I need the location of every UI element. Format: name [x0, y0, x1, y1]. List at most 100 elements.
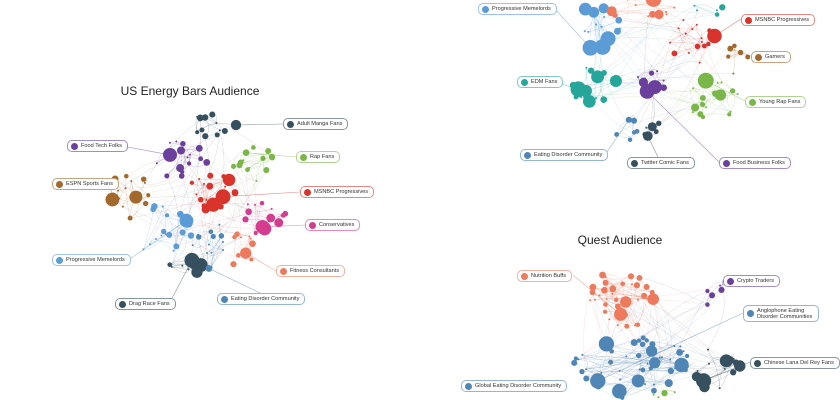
cluster-label-fitness-consultants[interactable]: Fitness Consultants — [276, 265, 346, 277]
node — [248, 235, 251, 238]
cluster-label-food-business-folks[interactable]: Food Business Folks — [719, 157, 791, 169]
cluster-label-gamers[interactable]: Gamers — [751, 51, 791, 63]
node — [685, 353, 690, 358]
edge — [605, 283, 632, 305]
node — [732, 72, 735, 75]
cluster-label-text: Progressive Memelords — [66, 257, 125, 263]
node — [191, 244, 194, 247]
node — [609, 349, 615, 354]
cluster-label-espn-sports-fans[interactable]: ESPN Sports Fans — [52, 178, 119, 190]
node — [143, 181, 146, 184]
node — [218, 223, 221, 226]
cluster-color-dot — [747, 310, 754, 317]
node — [622, 312, 629, 318]
cluster-label-global-eating-disorder-community[interactable]: Global Eating Disorder Community — [461, 380, 568, 392]
node — [253, 230, 258, 236]
node — [577, 358, 580, 361]
cluster-label-msnbc-progressives[interactable]: MSNBC Progressives — [741, 14, 816, 26]
cluster-label-conservatives[interactable]: Conservatives — [305, 219, 361, 231]
edge — [256, 157, 273, 182]
node — [245, 208, 252, 216]
node — [614, 297, 619, 303]
cluster-label-drag-race-fans[interactable]: Drag Race Fans — [115, 298, 176, 310]
cluster-label-msnbc-progressives[interactable]: MSNBC Progressives — [300, 186, 375, 198]
cluster-label-chinese-lana-del-rey-fans[interactable]: Chinese Lana Del Rey Fans — [750, 357, 840, 369]
cluster-label-eating-disorder-community[interactable]: Eating Disorder Community — [217, 293, 306, 305]
edge — [603, 14, 660, 74]
node — [650, 297, 653, 300]
node — [601, 69, 607, 76]
edge — [191, 182, 206, 205]
node — [198, 156, 204, 162]
node — [673, 345, 676, 348]
cluster-label-text: MSNBC Progressives — [755, 17, 810, 23]
edge — [652, 289, 722, 345]
edge — [669, 41, 703, 52]
node — [691, 28, 694, 31]
edge — [593, 13, 635, 133]
cluster-label-text: Twitter Comic Fans — [641, 160, 689, 166]
node — [627, 137, 633, 142]
node — [270, 154, 273, 157]
edge — [143, 171, 183, 186]
node — [598, 3, 609, 14]
edge — [254, 204, 257, 234]
cluster-label-young-rap-fans[interactable]: Young Rap Fans — [745, 96, 807, 108]
node — [202, 133, 209, 140]
node — [633, 282, 641, 289]
node — [682, 18, 685, 21]
node — [646, 297, 649, 300]
node — [723, 367, 726, 370]
node — [255, 220, 270, 234]
node — [640, 367, 646, 373]
edge — [611, 7, 675, 12]
cluster-label-nutrition-buffs[interactable]: Nutrition Buffs — [517, 270, 573, 282]
edges — [113, 0, 748, 398]
edge — [595, 24, 658, 72]
node — [254, 203, 257, 206]
edge — [592, 287, 611, 363]
edge — [122, 206, 252, 260]
edge — [593, 13, 709, 45]
node — [671, 50, 678, 57]
edge — [653, 389, 675, 395]
edge — [663, 33, 686, 81]
node — [199, 127, 205, 133]
node — [242, 149, 250, 156]
cluster-label-rap-fans[interactable]: Rap Fans — [296, 151, 341, 163]
edge — [594, 299, 684, 352]
node — [667, 367, 675, 375]
graph-title-quest: Quest Audience — [577, 233, 663, 247]
node — [732, 43, 737, 49]
cluster-label-edm-fans[interactable]: EDM Fans — [517, 76, 564, 88]
node — [249, 237, 252, 240]
cluster-label-eating-disorder-community[interactable]: Eating Disorder Community — [520, 149, 609, 161]
edge — [653, 304, 708, 391]
node — [696, 373, 712, 389]
edge — [205, 135, 249, 212]
node — [609, 75, 622, 88]
cluster-color-dot — [749, 98, 756, 106]
node — [626, 0, 629, 1]
cluster-label-progressive-memelords[interactable]: Progressive Memelords — [478, 3, 557, 15]
cluster-label-adult-manga-fans[interactable]: Adult Manga Fans — [283, 118, 349, 130]
cluster-label-crypto-traders[interactable]: Crypto Traders — [723, 275, 780, 287]
node — [205, 265, 213, 272]
cluster-label-food-tech-folks[interactable]: Food Tech Folks — [67, 140, 128, 152]
node — [736, 93, 739, 96]
node — [176, 146, 186, 155]
node — [719, 354, 733, 368]
node — [652, 383, 655, 386]
edge — [584, 350, 652, 379]
node — [583, 93, 589, 100]
node — [124, 187, 127, 190]
node — [245, 167, 250, 173]
node — [697, 72, 714, 89]
node — [673, 391, 676, 394]
node — [611, 292, 614, 295]
cluster-label-progressive-memelords[interactable]: Progressive Memelords — [52, 254, 131, 266]
cluster-label-twitter-comic-fans[interactable]: Twitter Comic Fans — [627, 157, 695, 169]
cluster-label-anglophone-eating-disorder-communities[interactable]: Anglophone Eating Disorder Communities — [743, 305, 819, 322]
node — [602, 279, 609, 286]
cluster-color-dot — [727, 277, 734, 285]
